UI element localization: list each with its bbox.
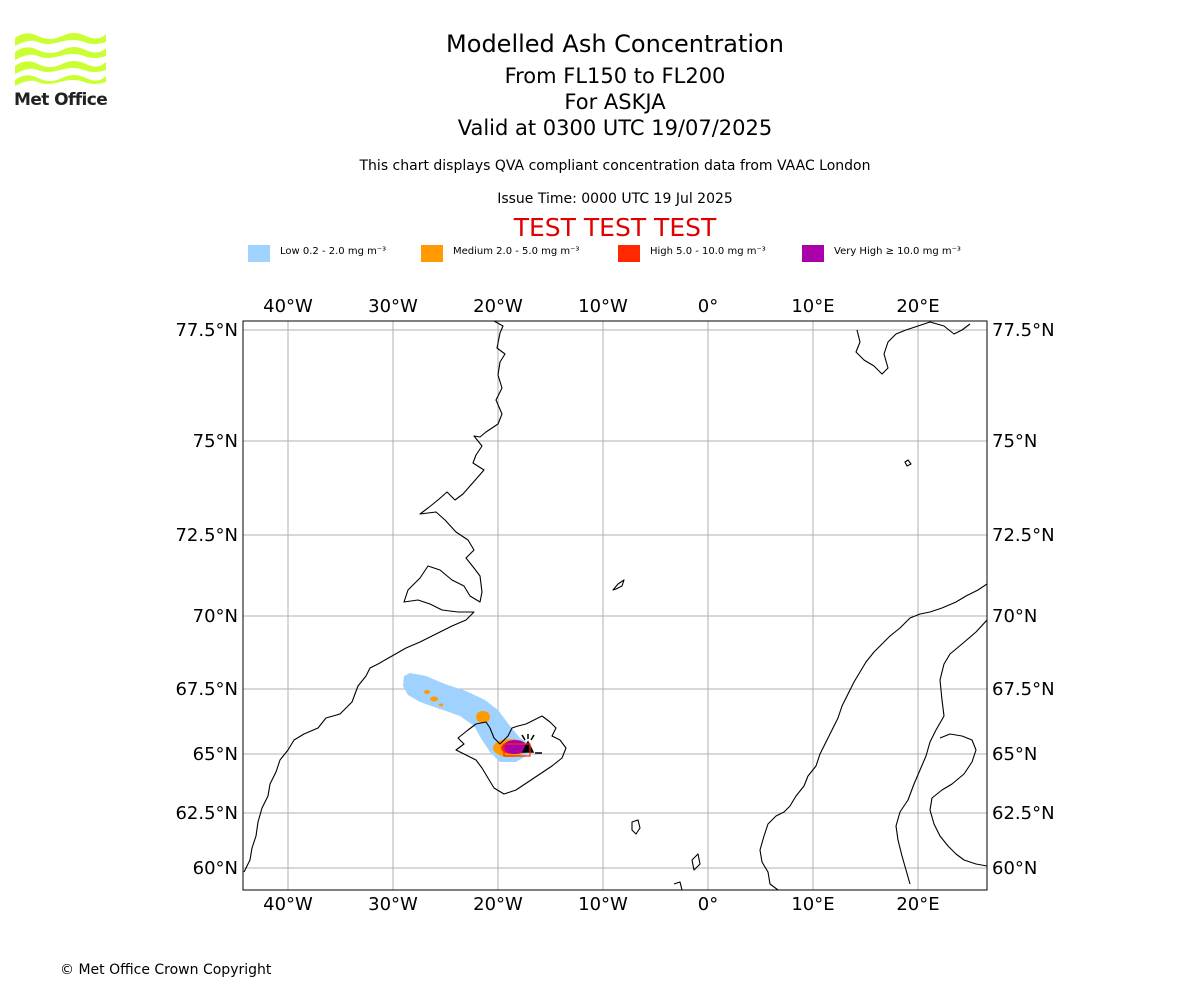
lon-tick-label: 0° (698, 296, 718, 317)
met-office-waves-icon (15, 33, 106, 86)
lat-tick-label: 77.5°N (992, 320, 1055, 341)
lat-tick-label: 60°N (992, 858, 1037, 879)
lon-tick-label: 10°E (791, 894, 834, 915)
flight-level-range: From FL150 to FL200 (504, 64, 726, 88)
lat-tick-labels-left: 77.5°N 75°N 72.5°N 70°N 67.5°N 65°N 62.5… (175, 320, 238, 879)
lon-tick-label: 10°E (791, 296, 834, 317)
map-gridlines (243, 321, 987, 890)
ash-low-concentration-area (403, 673, 530, 762)
lat-tick-label: 70°N (992, 606, 1037, 627)
volcano-name: For ASKJA (564, 90, 666, 114)
lon-tick-label: 10°W (578, 894, 628, 915)
issue-time: Issue Time: 0000 UTC 19 Jul 2025 (497, 191, 733, 207)
lat-tick-label: 65°N (992, 744, 1037, 765)
lon-tick-label: 20°W (473, 296, 523, 317)
lon-tick-labels-bottom: 40°W 30°W 20°W 10°W 0° 10°E 20°E (263, 894, 939, 915)
source-box (503, 743, 531, 757)
lon-tick-label: 20°W (473, 894, 523, 915)
coastlines (243, 321, 987, 890)
lon-tick-label: 40°W (263, 296, 313, 317)
legend-label-high: High 5.0 - 10.0 mg m⁻³ (650, 246, 766, 257)
chart-title: Modelled Ash Concentration (446, 30, 784, 58)
lon-tick-label: 20°E (896, 296, 939, 317)
legend-label-very-high: Very High ≥ 10.0 mg m⁻³ (834, 246, 961, 257)
lat-tick-label: 70°N (193, 606, 238, 627)
lon-tick-labels-top: 40°W 30°W 20°W 10°W 0° 10°E 20°E (263, 296, 939, 317)
lat-tick-label: 75°N (992, 431, 1037, 452)
lon-tick-label: 20°E (896, 894, 939, 915)
lon-tick-label: 40°W (263, 894, 313, 915)
test-banner: TEST TEST TEST (513, 213, 717, 242)
legend-swatch-high (618, 245, 640, 262)
lat-tick-label: 65°N (193, 744, 238, 765)
lat-tick-label: 75°N (193, 431, 238, 452)
legend-label-medium: Medium 2.0 - 5.0 mg m⁻³ (453, 246, 580, 257)
copyright-notice: © Met Office Crown Copyright (60, 962, 272, 978)
legend-label-low: Low 0.2 - 2.0 mg m⁻³ (280, 246, 387, 257)
lat-tick-label: 62.5°N (992, 803, 1055, 824)
met-office-logo: Met Office (14, 30, 109, 114)
lat-tick-label: 67.5°N (992, 679, 1055, 700)
lat-tick-label: 77.5°N (175, 320, 238, 341)
lat-tick-label: 67.5°N (175, 679, 238, 700)
lon-tick-label: 10°W (578, 296, 628, 317)
lat-tick-labels-right: 77.5°N 75°N 72.5°N 70°N 67.5°N 65°N 62.5… (992, 320, 1055, 879)
lat-tick-label: 60°N (193, 858, 238, 879)
lat-tick-label: 72.5°N (175, 525, 238, 546)
map-background (243, 321, 987, 890)
lon-tick-label: 30°W (368, 894, 418, 915)
legend-swatch-medium (421, 245, 443, 262)
map-frame (242, 320, 988, 891)
legend-swatch-low (248, 245, 270, 262)
validity-time: Valid at 0300 UTC 19/07/2025 (457, 116, 773, 140)
chart-description: This chart displays QVA compliant concen… (359, 158, 871, 174)
legend-swatch-very-high (802, 245, 824, 262)
lat-tick-label: 72.5°N (992, 525, 1055, 546)
lat-tick-label: 62.5°N (175, 803, 238, 824)
logo-text: Met Office (14, 90, 108, 110)
lon-tick-label: 0° (698, 894, 718, 915)
lon-tick-label: 30°W (368, 296, 418, 317)
